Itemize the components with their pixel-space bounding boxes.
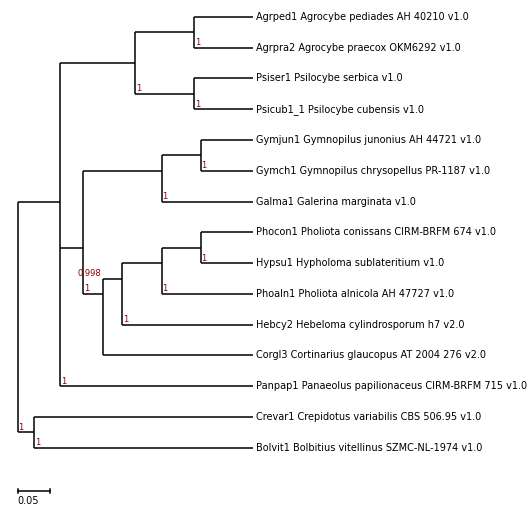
Text: 1: 1 — [123, 315, 128, 324]
Text: Psicub1_1 Psilocybe cubensis v1.0: Psicub1_1 Psilocybe cubensis v1.0 — [256, 104, 424, 115]
Text: 1: 1 — [201, 161, 207, 170]
Text: Phocon1 Pholiota conissans CIRM-BRFM 674 v1.0: Phocon1 Pholiota conissans CIRM-BRFM 674… — [256, 227, 496, 237]
Text: 1: 1 — [195, 100, 200, 109]
Text: Psiser1 Psilocybe serbica v1.0: Psiser1 Psilocybe serbica v1.0 — [256, 73, 402, 83]
Text: 1: 1 — [84, 284, 89, 293]
Text: Agrpra2 Agrocybe praecox OKM6292 v1.0: Agrpra2 Agrocybe praecox OKM6292 v1.0 — [256, 42, 461, 53]
Text: Agrped1 Agrocybe pediades AH 40210 v1.0: Agrped1 Agrocybe pediades AH 40210 v1.0 — [256, 12, 469, 22]
Text: Panpap1 Panaeolus papilionaceus CIRM-BRFM 715 v1.0: Panpap1 Panaeolus papilionaceus CIRM-BRF… — [256, 381, 527, 391]
Text: Gymjun1 Gymnopilus junonius AH 44721 v1.0: Gymjun1 Gymnopilus junonius AH 44721 v1.… — [256, 135, 481, 145]
Text: 1: 1 — [136, 84, 142, 93]
Text: 1: 1 — [19, 423, 24, 432]
Text: 1: 1 — [35, 438, 40, 447]
Text: 1: 1 — [61, 377, 66, 386]
Text: Bolvit1 Bolbitius vitellinus SZMC-NL-1974 v1.0: Bolvit1 Bolbitius vitellinus SZMC-NL-197… — [256, 443, 482, 453]
Text: Corgl3 Cortinarius glaucopus AT 2004 276 v2.0: Corgl3 Cortinarius glaucopus AT 2004 276… — [256, 351, 486, 360]
Text: Galma1 Galerina marginata v1.0: Galma1 Galerina marginata v1.0 — [256, 196, 416, 206]
Text: 1: 1 — [162, 192, 167, 201]
Text: 0.998: 0.998 — [78, 269, 101, 278]
Text: Hebcy2 Hebeloma cylindrosporum h7 v2.0: Hebcy2 Hebeloma cylindrosporum h7 v2.0 — [256, 320, 464, 330]
Text: Phoaln1 Pholiota alnicola AH 47727 v1.0: Phoaln1 Pholiota alnicola AH 47727 v1.0 — [256, 289, 454, 299]
Text: 1: 1 — [162, 284, 167, 293]
Text: 1: 1 — [201, 253, 207, 263]
Text: Hypsu1 Hypholoma sublateritium v1.0: Hypsu1 Hypholoma sublateritium v1.0 — [256, 258, 444, 268]
Text: Crevar1 Crepidotus variabilis CBS 506.95 v1.0: Crevar1 Crepidotus variabilis CBS 506.95… — [256, 412, 481, 422]
Text: Gymch1 Gymnopilus chrysopellus PR-1187 v1.0: Gymch1 Gymnopilus chrysopellus PR-1187 v… — [256, 166, 490, 176]
Text: 0.05: 0.05 — [17, 496, 39, 506]
Text: 1: 1 — [195, 38, 200, 47]
